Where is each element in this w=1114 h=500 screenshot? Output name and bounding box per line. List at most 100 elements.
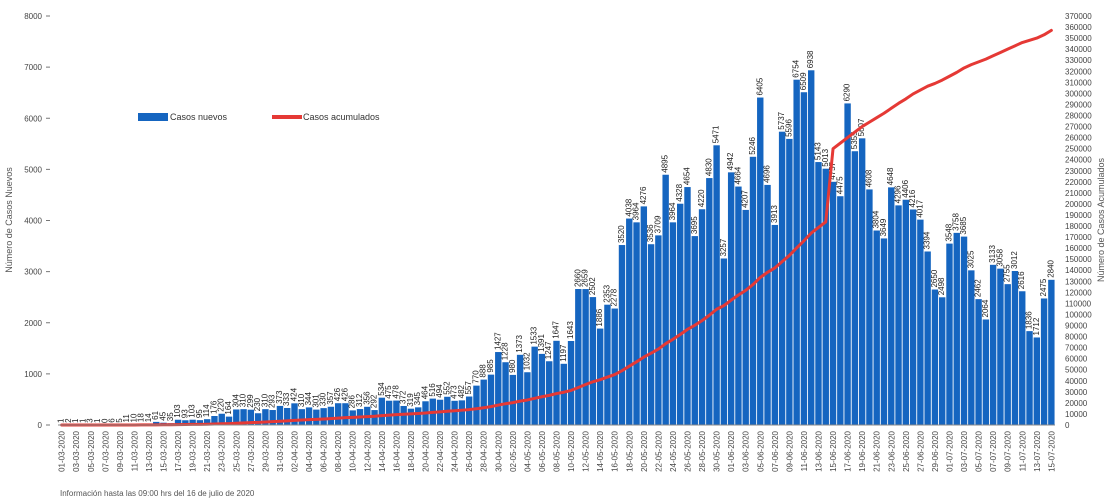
bar-data-label: 6290	[843, 83, 852, 101]
bar-data-label: 4942	[726, 152, 735, 170]
x-tick-label: 13-06-2020	[814, 430, 823, 471]
x-tick-label: 03-06-2020	[742, 430, 751, 471]
bar-casos-nuevos	[873, 230, 880, 425]
bar-casos-nuevos	[902, 199, 910, 425]
bar-casos-nuevos	[960, 236, 968, 425]
bar-casos-nuevos	[808, 70, 815, 425]
x-tick-label: 13-07-2020	[1033, 430, 1042, 471]
bar-casos-nuevos	[298, 409, 305, 425]
bar-data-label: 1836	[1025, 311, 1034, 329]
bar-casos-nuevos	[502, 362, 509, 425]
bar-data-label: 2064	[981, 299, 990, 317]
bar-casos-nuevos	[196, 420, 204, 425]
bar-casos-nuevos	[655, 235, 662, 425]
bar-data-label: 93	[180, 409, 189, 418]
bar-data-label: 464	[421, 385, 430, 399]
bar-casos-nuevos	[989, 264, 997, 425]
y2-tick-label: 140000	[1065, 266, 1092, 275]
bar-casos-nuevos	[313, 409, 320, 425]
bar-data-label: 980	[508, 359, 517, 373]
x-tick-label: 24-04-2020	[451, 430, 460, 471]
bar-data-label: 3695	[690, 216, 699, 234]
bar-casos-nuevos	[677, 203, 684, 425]
y2-tick-label: 0	[1065, 421, 1070, 430]
y-tick-label: 6000	[24, 114, 42, 123]
x-tick-label: 20-05-2020	[640, 430, 649, 471]
bar-casos-nuevos	[276, 405, 284, 425]
bar-casos-nuevos	[946, 243, 953, 425]
bar-data-label: 5	[115, 418, 124, 423]
x-tick-label: 09-03-2020	[116, 430, 125, 471]
x-tick-label: 04-05-2020	[523, 430, 532, 471]
bar-data-label: 4220	[697, 189, 706, 207]
bar-data-label: 2	[64, 418, 73, 423]
bar-casos-nuevos	[662, 174, 669, 425]
bar-casos-nuevos	[233, 409, 240, 425]
bar-data-label: 482	[457, 384, 466, 398]
y2-tick-label: 370000	[1065, 12, 1092, 21]
x-tick-label: 05-07-2020	[975, 430, 984, 471]
bar-casos-nuevos	[749, 156, 757, 426]
bar-casos-nuevos	[480, 379, 487, 425]
x-tick-label: 22-04-2020	[436, 430, 445, 471]
bar-data-label: 3804	[872, 210, 881, 228]
bar-casos-nuevos	[968, 270, 975, 425]
y2-axis-title: Número de Casos Acumulados	[1096, 157, 1106, 282]
x-tick-label: 03-07-2020	[960, 430, 969, 471]
bar-casos-nuevos	[262, 409, 269, 425]
bar-data-label: 1647	[552, 320, 561, 338]
bar-casos-nuevos	[203, 419, 211, 425]
y2-tick-label: 310000	[1065, 78, 1092, 87]
bar-data-label: 473	[450, 385, 459, 399]
bar-casos-nuevos	[582, 289, 589, 425]
bar-casos-nuevos	[393, 400, 400, 425]
bar-casos-nuevos	[844, 103, 851, 426]
bar-data-label: 330	[319, 392, 328, 406]
bar-data-label: 304	[231, 394, 240, 408]
x-tick-label: 25-06-2020	[902, 430, 911, 471]
bar-data-label: 45	[159, 411, 168, 420]
bar-casos-nuevos	[931, 289, 939, 425]
bar-data-label: 310	[260, 393, 269, 407]
y2-tick-label: 170000	[1065, 233, 1092, 242]
bar-casos-nuevos	[647, 244, 655, 425]
bar-data-label: 5246	[748, 136, 757, 154]
y2-tick-label: 160000	[1065, 244, 1092, 253]
bar-data-label: 357	[326, 391, 335, 405]
bar-casos-nuevos	[888, 187, 895, 425]
bar-data-label: 6509	[799, 72, 808, 90]
y2-tick-label: 360000	[1065, 23, 1092, 32]
bar-data-label: 4608	[864, 169, 873, 187]
bar-data-label: 4406	[901, 179, 910, 197]
x-tick-label: 10-05-2020	[567, 430, 576, 471]
bar-casos-nuevos	[626, 218, 633, 425]
legend-label-casos-nuevos: Casos nuevos	[170, 112, 228, 122]
bar-data-label: 356	[362, 391, 371, 405]
bar-data-label: 3649	[879, 218, 888, 236]
bar-data-label: 475	[384, 385, 393, 399]
x-tick-label: 23-06-2020	[887, 430, 896, 471]
bar-data-label: 2498	[937, 277, 946, 295]
x-tick-label: 27-06-2020	[916, 430, 925, 471]
bar-data-label: 333	[282, 392, 291, 406]
bar-data-label: 6	[108, 418, 117, 423]
bar-casos-nuevos	[742, 209, 749, 425]
x-tick-label: 14-05-2020	[596, 430, 605, 471]
bar-data-label: 5143	[813, 142, 822, 160]
y-tick-label: 2000	[24, 319, 42, 328]
bar-data-label: 344	[304, 392, 313, 406]
bar-casos-nuevos	[895, 205, 902, 425]
y-tick-label: 5000	[24, 165, 42, 174]
bar-casos-nuevos	[385, 400, 393, 425]
x-tick-label: 16-04-2020	[392, 430, 401, 471]
bar-casos-nuevos	[939, 297, 946, 425]
bar-data-label: 2278	[610, 288, 619, 306]
x-tick-label: 15-07-2020	[1047, 430, 1056, 471]
x-tick-label: 25-03-2020	[232, 430, 241, 471]
bar-casos-nuevos	[786, 138, 793, 425]
x-tick-label: 21-06-2020	[873, 430, 882, 471]
bar-casos-nuevos	[684, 187, 691, 425]
bar-data-label: 373	[275, 390, 284, 404]
x-tick-label: 07-06-2020	[771, 430, 780, 471]
y2-tick-label: 220000	[1065, 178, 1092, 187]
